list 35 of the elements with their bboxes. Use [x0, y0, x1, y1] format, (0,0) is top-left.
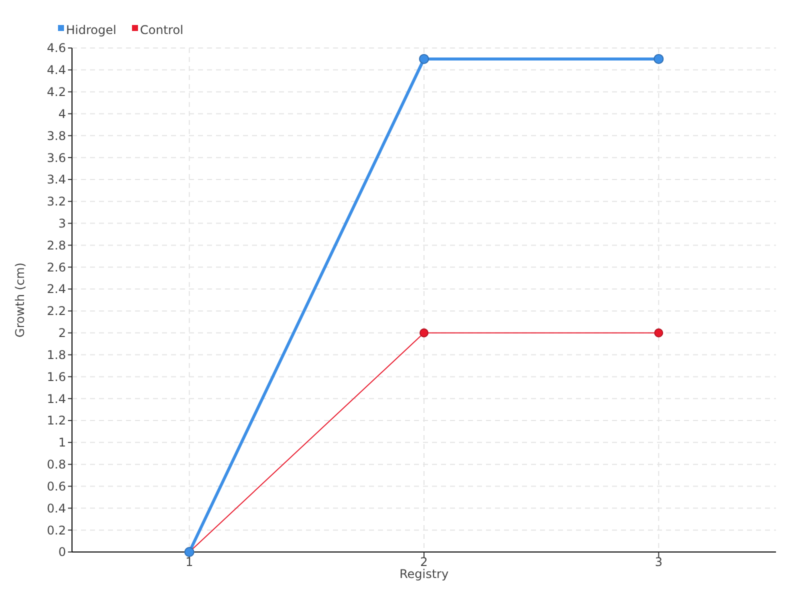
- y-tick-label: 0.6: [46, 479, 66, 494]
- legend-label: Hidrogel: [66, 23, 116, 38]
- point: [420, 328, 428, 338]
- y-tick-label: 0.8: [46, 458, 66, 472]
- y-tick-label: 3.6: [46, 150, 66, 165]
- y-tick-label: 0: [58, 545, 66, 560]
- y-tick-label: 2.8: [46, 238, 66, 252]
- y-tick-label: 4: [58, 106, 66, 121]
- x-tick-label: 3: [654, 555, 662, 569]
- y-tick-label: 1.8: [46, 348, 66, 362]
- legend-label: Control: [140, 23, 184, 38]
- x-axis-title: Registry: [399, 567, 449, 581]
- x-tick-label: 2: [420, 555, 428, 569]
- y-tick-label: 3.8: [46, 128, 66, 143]
- point: [419, 54, 429, 64]
- point: [654, 54, 664, 64]
- y-tick-label: 4.2: [46, 85, 66, 100]
- point: [654, 328, 664, 338]
- y-tick-label: 0.4: [46, 501, 66, 516]
- y-tick-label: 4.6: [46, 41, 66, 56]
- y-tick-label: 3.4: [46, 172, 66, 187]
- y-tick-label: 2.2: [46, 304, 66, 318]
- y-tick-label: 1.6: [46, 370, 66, 384]
- y-tick-label: 1.2: [46, 414, 66, 428]
- y-tick-label: 3: [58, 216, 66, 231]
- x-tick-label: 1: [186, 555, 194, 569]
- y-tick-label: 2.6: [46, 260, 66, 274]
- y-axis-title: Growth (cm): [13, 262, 27, 338]
- y-tick-label: 0.2: [46, 523, 66, 538]
- y-tick-label: 4.4: [46, 63, 66, 78]
- y-tick-label: 2.4: [46, 282, 66, 296]
- y-tick-label: 1.4: [46, 392, 66, 406]
- y-tick-label: 3.2: [46, 194, 66, 209]
- y-tick-label: 1: [58, 436, 66, 450]
- y-tick-label: 2: [58, 326, 66, 340]
